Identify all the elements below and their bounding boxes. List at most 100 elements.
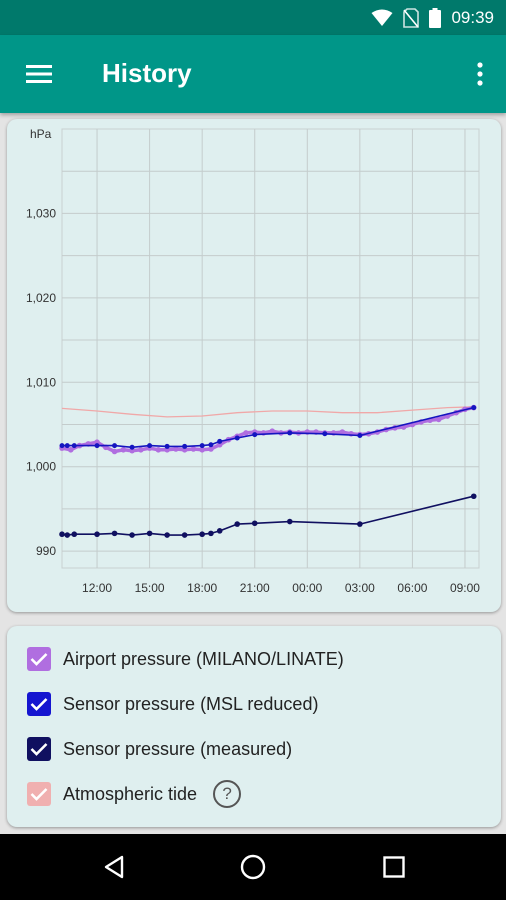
data-point-airport (339, 429, 346, 435)
data-point-sensor-msl (471, 405, 477, 411)
data-point-sensor-measured (208, 530, 214, 537)
series-line-tide (61, 406, 474, 418)
y-tick-label: 1,000 (26, 460, 56, 474)
legend-card: Airport pressure (MILANO/LINATE) Sensor … (7, 626, 501, 827)
data-point-airport (208, 446, 214, 452)
status-bar: 09:39 (0, 0, 506, 35)
check-icon (30, 698, 48, 711)
menu-icon (26, 65, 52, 83)
x-tick-label: 03:00 (345, 581, 375, 595)
data-point-sensor-measured (181, 532, 188, 538)
data-point-sensor-msl (94, 443, 100, 449)
data-point-airport (155, 447, 162, 453)
data-point-sensor-msl (287, 430, 293, 436)
home-icon (240, 854, 266, 880)
sensor-measured-checkbox[interactable] (27, 737, 51, 761)
help-button[interactable]: ? (213, 780, 242, 808)
back-icon (104, 855, 124, 879)
recents-button[interactable] (374, 847, 414, 887)
chart-axes: hPa 1,030 1,020 1,010 1,000 990 12:00 15:00 18:… (26, 127, 480, 595)
x-tick-label: 06:00 (397, 581, 427, 595)
y-tick-label: 990 (36, 544, 56, 558)
y-tick-label: 1,030 (26, 206, 56, 220)
check-icon (30, 743, 48, 756)
legend-label-tide: Atmospheric tide (63, 783, 198, 804)
data-point-sensor-msl (129, 444, 135, 450)
data-point-airport (173, 446, 179, 452)
data-point-sensor-measured (59, 531, 65, 538)
y-tick-label: 1,010 (26, 375, 56, 389)
x-tick-label: 00:00 (292, 581, 322, 595)
chart-grid (61, 128, 480, 569)
back-button[interactable] (94, 847, 134, 887)
data-point-sensor-measured (146, 530, 153, 537)
sensor-msl-checkbox[interactable] (27, 692, 51, 716)
data-point-sensor-msl (208, 442, 214, 448)
data-point-sensor-msl (182, 443, 188, 449)
data-point-sensor-measured (71, 531, 78, 538)
x-tick-label: 15:00 (135, 581, 165, 595)
data-point-airport (111, 448, 118, 455)
no-sim-icon (403, 7, 420, 28)
data-point-sensor-measured (251, 520, 258, 527)
check-icon (30, 653, 48, 666)
data-point-sensor-msl (252, 432, 258, 438)
data-point-sensor-msl (217, 438, 223, 444)
menu-button[interactable] (20, 55, 58, 93)
data-point-sensor-measured (94, 531, 100, 538)
data-point-sensor-msl (71, 443, 77, 449)
data-point-sensor-measured (470, 493, 477, 500)
data-point-sensor-measured (234, 521, 241, 527)
data-point-airport (138, 447, 144, 453)
data-point-sensor-measured (286, 518, 293, 525)
data-point-sensor-msl (357, 432, 363, 438)
status-time: 09:39 (451, 7, 494, 27)
wifi-icon (371, 9, 393, 26)
data-point-sensor-measured (129, 532, 135, 538)
y-axis-label: hPa (30, 127, 52, 141)
plot-frame (61, 128, 480, 569)
x-tick-label: 18:00 (187, 581, 217, 595)
series-line-sensor-msl (62, 406, 474, 449)
battery-icon (429, 7, 442, 28)
data-point-sensor-msl (64, 443, 70, 449)
data-point-airport (199, 447, 205, 453)
data-point-sensor-measured (164, 532, 170, 538)
x-tick-label: 12:00 (82, 581, 112, 595)
airport-checkbox[interactable] (27, 647, 51, 671)
x-tick-label: 09:00 (450, 581, 480, 595)
legend-label-airport: Airport pressure (MILANO/LINATE) (63, 648, 344, 669)
data-point-airport (120, 447, 127, 453)
data-point-sensor-measured (357, 521, 363, 527)
app-bar: History (0, 35, 506, 113)
data-point-sensor-msl (199, 443, 205, 449)
legend-label-sensor-msl: Sensor pressure (MSL reduced) (63, 693, 319, 714)
pressure-history-chart[interactable]: hPa 1,030 1,020 1,010 1,000 990 12:00 15:00 18:… (7, 119, 501, 612)
data-point-sensor-msl (112, 443, 118, 449)
data-point-sensor-msl (147, 443, 153, 449)
data-point-airport (190, 446, 197, 452)
y-tick-label: 1,020 (26, 291, 56, 305)
legend-item-tide[interactable]: Atmospheric tide ? (27, 779, 242, 809)
check-icon (30, 788, 48, 801)
legend-item-airport[interactable]: Airport pressure (MILANO/LINATE) (27, 644, 344, 674)
home-button[interactable] (233, 847, 273, 887)
data-point-airport (67, 447, 74, 453)
data-point-sensor-msl (164, 443, 170, 449)
data-point-sensor-measured (111, 530, 118, 537)
data-point-sensor-measured (199, 531, 205, 538)
data-point-sensor-measured (216, 528, 223, 534)
chart-card: hPa 1,030 1,020 1,010 1,000 990 12:00 15:00 18:… (7, 119, 501, 612)
legend-item-sensor-measured[interactable]: Sensor pressure (measured) (27, 734, 292, 764)
recents-icon (383, 856, 405, 878)
data-point-sensor-msl (59, 443, 65, 449)
data-point-sensor-msl (234, 435, 240, 441)
legend-item-sensor-msl[interactable]: Sensor pressure (MSL reduced) (27, 689, 318, 719)
data-point-sensor-msl (322, 431, 328, 437)
data-point-airport (435, 416, 442, 423)
tide-checkbox[interactable] (27, 782, 51, 806)
data-point-sensor-measured (64, 532, 71, 538)
chart-series (59, 404, 477, 538)
more-vert-icon (477, 62, 483, 86)
more-options-button[interactable] (468, 55, 492, 93)
